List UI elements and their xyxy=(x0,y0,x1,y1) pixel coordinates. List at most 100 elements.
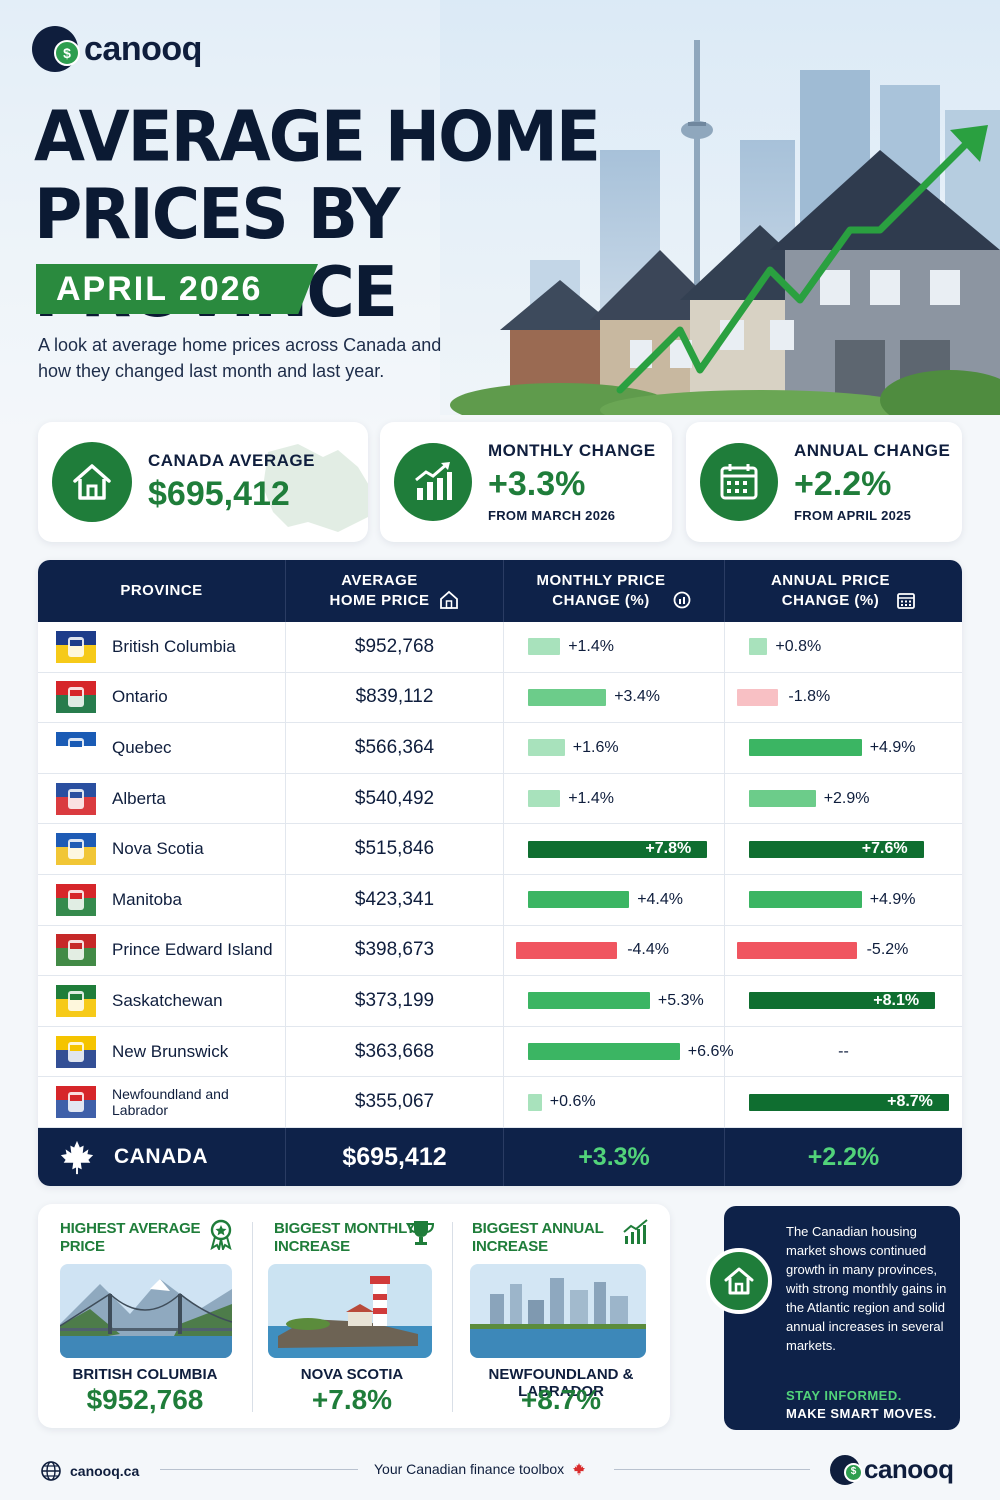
table-row: Prince Edward Island $398,673 -4.4% -5.2% xyxy=(38,925,962,977)
annual-change-bar xyxy=(749,840,924,858)
monthly-change-cell: +5.3% xyxy=(504,976,725,1026)
monthly-change-label: +4.4% xyxy=(637,890,683,908)
annual-change-label: +0.8% xyxy=(775,637,822,655)
province-cell: Prince Edward Island xyxy=(38,925,286,976)
page-subtitle: A look at average home prices across Can… xyxy=(38,335,442,381)
brand-name: canooq xyxy=(84,29,202,68)
annual-change-label: -- xyxy=(838,1042,849,1060)
footer-tagline-text: Your Canadian finance toolbox xyxy=(374,1461,565,1477)
annual-change-cell: +4.9% xyxy=(725,875,962,925)
annual-change-label: +8.1% xyxy=(873,991,920,1009)
brand-logo[interactable]: canooq xyxy=(32,26,202,72)
maple-leaf-icon xyxy=(573,1463,586,1476)
calendar-icon xyxy=(700,443,778,521)
monthly-change-label: -4.4% xyxy=(627,941,669,959)
average-price: $363,668 xyxy=(286,1026,504,1077)
bar-chart-up-icon xyxy=(394,443,472,521)
province-flag-icon xyxy=(56,934,96,967)
annual-change-cell: +7.6% xyxy=(725,824,962,874)
stat-card-annual-change: ANNUAL CHANGE +2.2% FROM APRIL 2025 xyxy=(686,422,962,542)
average-price: $398,673 xyxy=(286,925,504,976)
header-annual-change: ANNUAL PRICE CHANGE (%) xyxy=(725,560,962,622)
province-cell: Nova Scotia xyxy=(38,824,286,874)
highlight-title-line1: BIGGEST ANNUAL xyxy=(472,1220,604,1237)
province-flag-icon xyxy=(56,731,96,764)
highlight-title-line1: HIGHEST AVERAGE xyxy=(60,1220,201,1237)
title-line-1: AVERAGE HOME xyxy=(34,96,601,178)
monthly-change-label: +5.3% xyxy=(657,991,704,1009)
province-cell: Newfoundland and Labrador xyxy=(38,1077,286,1127)
bridge-mountains-image xyxy=(60,1264,232,1358)
house-outline-icon xyxy=(439,590,458,609)
monthly-change-label: MONTHLY CHANGE xyxy=(488,441,656,460)
footer-site-link[interactable]: canooq.ca xyxy=(40,1460,139,1482)
annual-change-cell: +0.8% xyxy=(725,622,962,672)
canada-average-label: CANADA AVERAGE xyxy=(148,450,315,470)
province-name: British Columbia xyxy=(112,636,236,656)
province-flag-icon xyxy=(56,630,96,663)
monthly-change-bar xyxy=(528,992,650,1010)
monthly-change-label: +1.4% xyxy=(568,637,614,655)
province-name: Newfoundland and Labrador xyxy=(112,1086,229,1119)
monthly-change-label: +1.6% xyxy=(572,738,619,756)
province-cell: Ontario xyxy=(38,672,286,723)
annual-change-cell: -1.8% xyxy=(725,673,962,723)
province-name: Nova Scotia xyxy=(112,839,204,859)
total-name-cell: CANADA xyxy=(38,1128,286,1186)
province-cell: Alberta xyxy=(38,773,286,824)
average-price: $373,199 xyxy=(286,976,504,1026)
monthly-change-label: +6.6% xyxy=(687,1042,734,1060)
annual-change-bar xyxy=(749,891,862,909)
info-cta-stay-informed: STAY INFORMED. xyxy=(786,1388,902,1403)
table-row: Newfoundland and Labrador $355,067 +0.6% +8… xyxy=(38,1077,962,1128)
annual-change-bar xyxy=(749,1093,950,1111)
footer-divider-left xyxy=(160,1469,358,1470)
footer-tagline: Your Canadian finance toolbox xyxy=(374,1461,586,1477)
header-annual-line2: CHANGE (%) xyxy=(781,592,880,609)
province-flag-icon xyxy=(56,1035,96,1068)
maple-leaf-icon xyxy=(60,1140,94,1175)
province-flag-icon xyxy=(56,1086,96,1119)
average-price: $566,364 xyxy=(286,723,504,773)
monthly-change-label: +1.4% xyxy=(568,789,614,807)
province-price-table: PROVINCE AVERAGE HOME PRICE MONTHLY PRICE… xyxy=(38,560,962,1186)
monthly-change-bar xyxy=(528,1043,680,1061)
info-box xyxy=(724,1206,960,1430)
monthly-change-cell: -4.4% xyxy=(504,925,725,976)
province-cell: New Brunswick xyxy=(38,1026,286,1077)
average-price: $540,492 xyxy=(286,773,504,824)
header-average-price: AVERAGE HOME PRICE xyxy=(286,560,504,622)
highlight-monthly-increase: BIGGEST MONTHLY INCREASE NOVA SCOTIA +7.8… xyxy=(252,1204,452,1428)
monthly-change-cell: +3.4% xyxy=(504,672,725,723)
annual-change-label: -5.2% xyxy=(866,941,909,959)
annual-change-bar xyxy=(749,790,816,808)
calendar-small-icon xyxy=(897,593,915,609)
footer-divider-right xyxy=(614,1469,810,1470)
monthly-change-label: +3.4% xyxy=(614,688,660,706)
province-flag-icon xyxy=(56,984,96,1017)
annual-change-bar xyxy=(749,992,936,1010)
annual-change-bar xyxy=(749,739,862,757)
highlight-value: $952,768 xyxy=(86,1384,204,1415)
info-cta-smart-moves: MAKE SMART MOVES. xyxy=(786,1406,937,1421)
annual-change-label: -1.8% xyxy=(788,688,831,706)
footer-logo[interactable]: canooq xyxy=(830,1454,954,1485)
annual-change-label: +8.7% xyxy=(887,1093,933,1111)
annual-change-cell: +2.9% xyxy=(725,774,962,824)
monthly-change-bar xyxy=(516,941,618,959)
annual-change-value: +2.2% xyxy=(794,465,892,503)
total-price: $695,412 xyxy=(286,1128,504,1186)
date-banner: APRIL 2026 xyxy=(36,264,318,314)
harbour-city-image xyxy=(470,1264,646,1358)
canooq-logo-icon xyxy=(32,26,80,72)
province-cell: Saskatchewan xyxy=(38,976,286,1026)
total-monthly-change: +3.3% xyxy=(504,1128,725,1186)
province-name: Alberta xyxy=(112,788,166,808)
table-row: Nova Scotia $515,846 +7.8% +7.6% xyxy=(38,824,962,875)
monthly-change-sub: FROM MARCH 2026 xyxy=(488,508,616,523)
highlight-title-line2: INCREASE xyxy=(274,1238,350,1255)
table-body: British Columbia $952,768 +1.4% +0.8% Ontari… xyxy=(38,622,962,1128)
stat-card-canada-average: CANADA AVERAGE $695,412 xyxy=(38,422,368,542)
canada-map-icon xyxy=(263,444,368,532)
footer-site-text: canooq.ca xyxy=(70,1463,140,1479)
